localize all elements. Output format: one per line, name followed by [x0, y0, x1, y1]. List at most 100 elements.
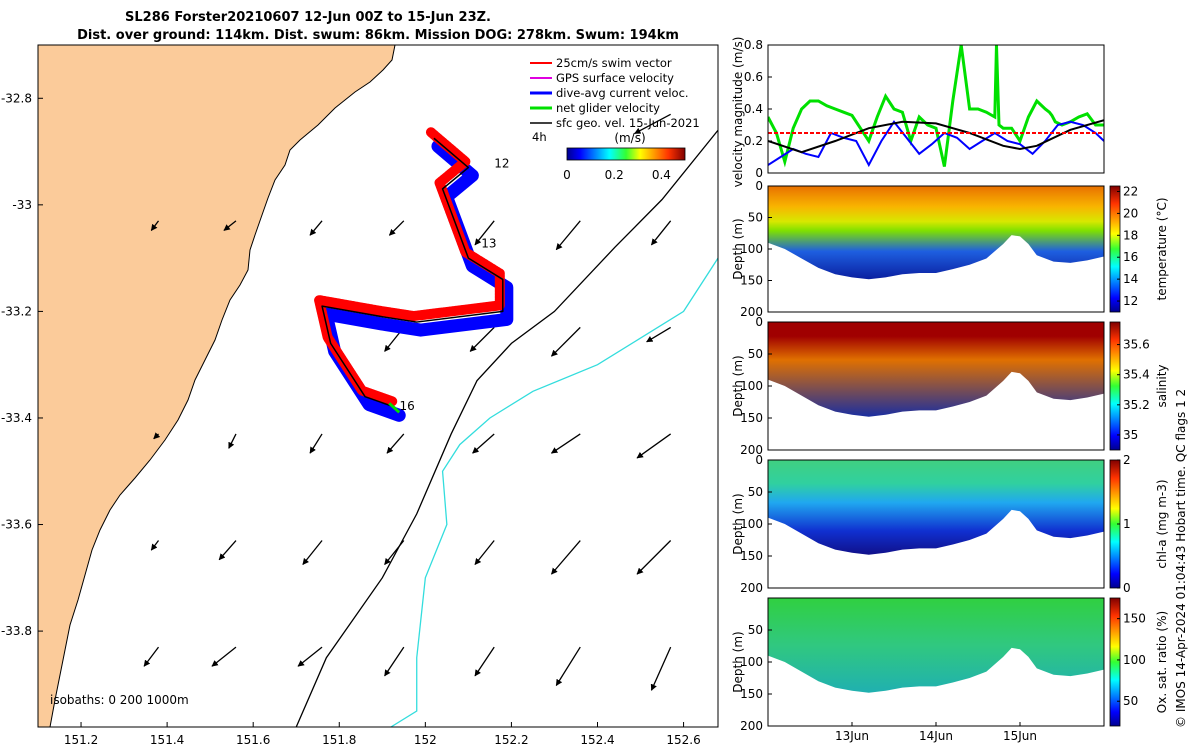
geo-velocity-arrow — [153, 432, 161, 440]
section-fill — [768, 598, 1104, 693]
velocity-series-line — [768, 119, 1104, 154]
velocity-series-line — [768, 45, 1104, 168]
section-colorbar-label: temperature (°C) — [1155, 198, 1169, 301]
section-ytick-label: 0 — [755, 179, 763, 193]
isobath-lines — [295, 129, 718, 727]
section-ytick-label: 50 — [748, 623, 763, 637]
colorbar-tick-label: 35.2 — [1123, 398, 1150, 412]
geo-velocity-arrow — [650, 220, 672, 246]
day-label: 13 — [481, 236, 496, 250]
colorbar-tick-label: 1 — [1123, 517, 1131, 531]
section-ytick-label: 150 — [740, 549, 763, 563]
colorbar-tick-label: 0 — [563, 168, 571, 182]
velocity-ytick-label: 0 — [755, 166, 763, 180]
geo-velocity-arrow — [472, 433, 495, 454]
geo-velocity-arrow — [636, 433, 672, 459]
map-panel: 151.2 151.4 151.6 151.8 152 152.2 152.4 152.6 -3… — [1, 44, 719, 747]
geo-velocity-arrow — [228, 433, 237, 449]
section-panel-temperature: 0 50 100 150 200 Depth (m) 12 14 16 18 20 22 tempera… — [731, 179, 1169, 319]
geo-velocity-arrow — [551, 326, 581, 357]
geo-velocity-arrow — [143, 646, 160, 667]
geo-velocity-arrow — [634, 113, 671, 135]
figure-title-line2: Dist. over ground: 114km. Dist. swum: 86… — [77, 28, 679, 43]
geo-velocity-arrow — [474, 540, 495, 566]
section-ytick-label: 50 — [748, 485, 763, 499]
map-xtick-label: 151.2 — [64, 733, 98, 747]
colorbar-tick-label: 35 — [1123, 428, 1138, 442]
section-ytick-label: 150 — [740, 411, 763, 425]
section-colorbar — [1109, 597, 1121, 727]
velocity-ytick-label: 0.6 — [744, 70, 763, 84]
geo-velocity-arrow — [384, 646, 405, 677]
colorbar-tick-label: 35.4 — [1123, 368, 1150, 382]
colorbar-tick-label: 12 — [1123, 294, 1138, 308]
geo-velocity-arrow — [211, 646, 237, 667]
section-fill — [768, 186, 1104, 280]
map-ytick-label: -33.8 — [1, 624, 32, 638]
section-ytick-label: 50 — [748, 211, 763, 225]
colorbar-tick-label: 22 — [1123, 184, 1138, 198]
map-ytick-label: -32.8 — [1, 91, 32, 105]
section-ylabel: Depth (m) — [731, 218, 745, 279]
geo-velocity-arrow — [386, 433, 405, 454]
section-ytick-label: 100 — [740, 655, 763, 669]
section-xtick-label: 13Jun — [835, 729, 869, 743]
colorbar-tick-label: 0.4 — [652, 168, 671, 182]
velocity-ytick-label: 0.4 — [744, 102, 763, 116]
geo-velocity-arrow — [388, 220, 405, 236]
geo-velocity-arrow — [555, 220, 581, 251]
section-ytick-label: 0 — [755, 453, 763, 467]
section-ytick-label: 100 — [740, 379, 763, 393]
geo-velocity-arrow — [218, 540, 237, 561]
map-colorbar — [566, 147, 686, 161]
section-colorbar — [1109, 321, 1121, 451]
map-xtick-label: 151.8 — [322, 733, 356, 747]
section-ytick-label: 100 — [740, 242, 763, 256]
legend-net: net glider velocity — [556, 101, 660, 115]
legend-gps: GPS surface velocity — [556, 71, 674, 85]
section-xtick-label: 14Jun — [919, 729, 953, 743]
velocity-panel: 0 0.2 0.4 0.6 0.8 velocity magnitude (m/s) — [731, 37, 1105, 187]
section-colorbar-label: Ox. sat. ratio (%) — [1155, 611, 1169, 713]
map-xtick-label: 152.6 — [666, 733, 700, 747]
map-xtick-label: 152.4 — [580, 733, 614, 747]
map-ytick-label: -33.2 — [1, 304, 32, 318]
section-colorbar-label: salinity — [1155, 364, 1169, 407]
geo-velocity-arrow — [636, 540, 672, 575]
glider-path-line — [321, 137, 504, 409]
geo-velocity-arrow — [650, 646, 672, 691]
colorbar-unit: (m/s) — [614, 131, 645, 145]
map-xtick-label: 152.2 — [494, 733, 528, 747]
map-xtick-label: 152 — [414, 733, 437, 747]
current-arrows — [143, 113, 672, 691]
section-ytick-label: 200 — [740, 305, 763, 319]
section-colorbar-label: chl-a (mg m-3) — [1155, 479, 1169, 568]
colorbar-tick-label: 35.6 — [1123, 338, 1150, 352]
geo-velocity-arrow — [384, 540, 405, 566]
legend-scale-note: 4h — [532, 130, 547, 144]
colorbar-tick-label: 20 — [1123, 206, 1138, 220]
section-xtick-label: 15Jun — [1003, 729, 1037, 743]
land-mass — [38, 45, 396, 727]
section-ylabel: Depth (m) — [731, 355, 745, 416]
figure-title-line1: SL286 Forster20210607 12-Jun 00Z to 15-J… — [125, 10, 491, 25]
section-panel-salinity: 0 50 100 150 200 Depth (m) 35 35.2 35.4 35.6 salin… — [731, 315, 1169, 457]
glider-track — [314, 127, 514, 422]
legend-current: dive-avg current veloc. — [556, 86, 689, 100]
map-xtick-label: 151.6 — [236, 733, 270, 747]
geo-velocity-arrow — [223, 220, 237, 231]
day-label: 12 — [494, 157, 509, 171]
footer-text: © IMOS 14-Apr-2024 01:04:43 Hobart time.… — [1174, 389, 1188, 728]
isobath-label: isobaths: 0 200 1000m — [50, 693, 189, 707]
section-ytick-label: 200 — [740, 443, 763, 457]
section-ylabel: Depth (m) — [731, 493, 745, 554]
net-velocity-mark — [388, 402, 401, 414]
geo-velocity-arrow — [302, 540, 323, 566]
section-ytick-label: 200 — [740, 719, 763, 733]
section-ytick-label: 150 — [740, 687, 763, 701]
legend-geo: sfc geo. vel. 15-Jun-2021 — [556, 116, 700, 130]
colorbar-tick-label: 14 — [1123, 272, 1138, 286]
map-ytick-label: -33.6 — [1, 518, 32, 532]
